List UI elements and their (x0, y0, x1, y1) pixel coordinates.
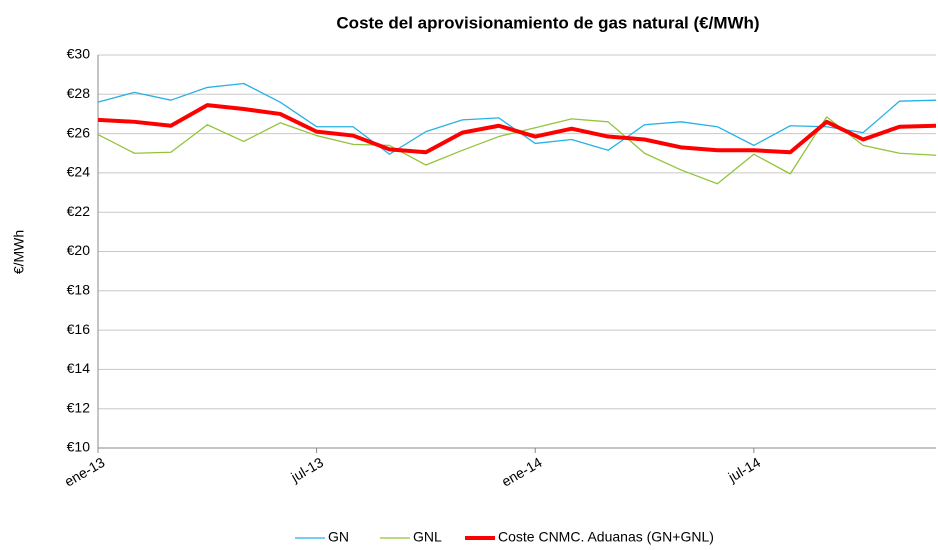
x-tick-label: jul-13 (287, 454, 326, 486)
y-tick-label: €22 (67, 203, 91, 219)
chart-title: Coste del aprovisionamiento de gas natur… (336, 13, 759, 32)
y-tick-label: €20 (67, 242, 91, 258)
y-tick-label: €16 (67, 321, 91, 337)
y-tick-label: €10 (67, 439, 91, 455)
legend-label: GNL (413, 529, 442, 545)
legend-label: GN (328, 529, 349, 545)
x-tick-label: ene-14 (499, 454, 545, 490)
y-tick-label: €30 (67, 46, 91, 62)
y-tick-label: €14 (67, 360, 91, 376)
line-series (97, 103, 937, 155)
y-tick-label: €18 (67, 282, 91, 298)
legend-label: Coste CNMC. Aduanas (GN+GNL) (498, 529, 714, 545)
y-tick-label: €26 (67, 124, 91, 140)
y-tick-label: €24 (67, 164, 91, 180)
y-tick-label: €28 (67, 85, 91, 101)
x-tick-label: jul-14 (725, 454, 764, 486)
y-tick-label: €12 (67, 399, 91, 415)
x-tick-label: ene-13 (62, 454, 108, 490)
y-axis-label: €/MWh (11, 230, 27, 274)
